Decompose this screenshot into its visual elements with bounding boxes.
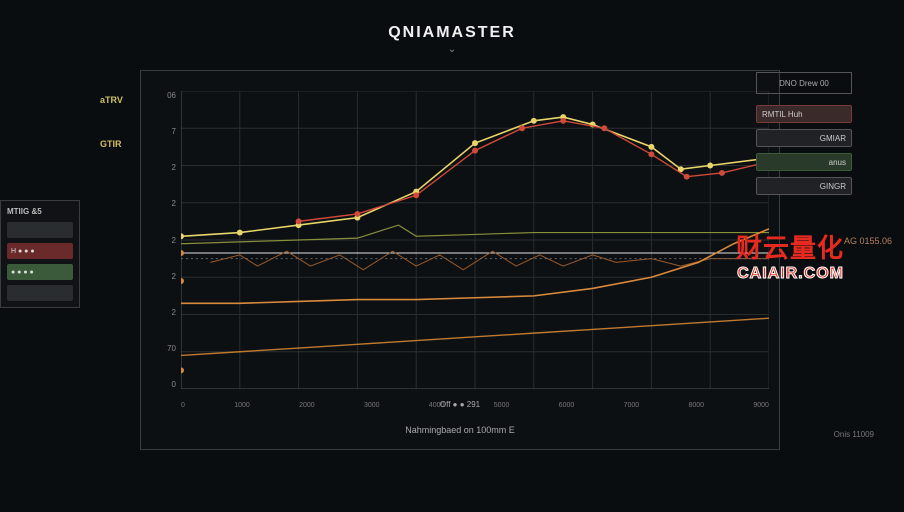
series-marker bbox=[707, 163, 713, 169]
series-marker bbox=[519, 125, 525, 131]
series-marker bbox=[531, 118, 537, 124]
plot-area bbox=[181, 91, 769, 389]
left-panel-pill[interactable]: H ● ● ● bbox=[7, 243, 73, 259]
caret-down-icon[interactable]: ⌄ bbox=[448, 44, 456, 55]
series-marker bbox=[413, 192, 419, 198]
series-marker bbox=[472, 148, 478, 154]
series-marker bbox=[560, 118, 566, 124]
x-axis-title: Nahmingbaed on 100mm E bbox=[141, 425, 779, 435]
left-panel-pill[interactable]: ● ● ● ● bbox=[7, 264, 73, 280]
right-top-box[interactable]: DNO Drew 00 bbox=[756, 72, 852, 94]
y-tick-label: 7 bbox=[151, 127, 176, 136]
y-tick-label: 2 bbox=[151, 163, 176, 172]
y-tick-label: 2 bbox=[151, 308, 176, 317]
plot-svg bbox=[181, 91, 769, 389]
app-title: QNIAMASTER bbox=[0, 24, 904, 42]
series-marker bbox=[237, 230, 243, 236]
series-marker bbox=[648, 144, 654, 150]
legend-pill[interactable]: GINGR bbox=[756, 177, 852, 195]
y-tick-label: 0 bbox=[151, 380, 176, 389]
series-marker bbox=[354, 211, 360, 217]
right-legend-panel: RMTIL Huh GMIAR anus GINGR bbox=[756, 105, 852, 195]
y-tick-label: 2 bbox=[151, 272, 176, 281]
legend-pill[interactable]: RMTIL Huh bbox=[756, 105, 852, 123]
y-tick-label: 70 bbox=[151, 344, 176, 353]
left-control-panel: MTIIG &5 H ● ● ● ● ● ● ● bbox=[0, 200, 80, 308]
series-marker bbox=[296, 218, 302, 224]
left-panel-pill[interactable] bbox=[7, 285, 73, 301]
y-ext-label-0: aTRV bbox=[100, 95, 123, 105]
series-marker bbox=[719, 170, 725, 176]
right-side-text: AG 0155.06 bbox=[844, 236, 904, 246]
y-ext-label-1: GTIR bbox=[100, 139, 123, 149]
left-panel-pill[interactable] bbox=[7, 222, 73, 238]
x-mid-label: Off ● ● 291 bbox=[141, 400, 779, 409]
chart-frame: 06722222700 0100020003000400050006000700… bbox=[140, 70, 780, 450]
y-tick-label: 2 bbox=[151, 236, 176, 245]
legend-pill[interactable]: GMIAR bbox=[756, 129, 852, 147]
y-external-labels: aTRV GTIR bbox=[100, 95, 123, 149]
y-axis-labels: 06 7 2 2 2 2 2 70 0 bbox=[151, 91, 176, 389]
left-panel-title: MTIIG &5 bbox=[7, 207, 73, 216]
series-marker bbox=[472, 140, 478, 146]
series-marker bbox=[601, 125, 607, 131]
y-tick-label: 2 bbox=[151, 199, 176, 208]
right-bottom-label: Onis 11009 bbox=[834, 430, 874, 439]
legend-pill[interactable]: anus bbox=[756, 153, 852, 171]
series-marker bbox=[181, 233, 184, 239]
series-marker bbox=[648, 151, 654, 157]
series-marker bbox=[684, 174, 690, 180]
y-tick-label: 06 bbox=[151, 91, 176, 100]
